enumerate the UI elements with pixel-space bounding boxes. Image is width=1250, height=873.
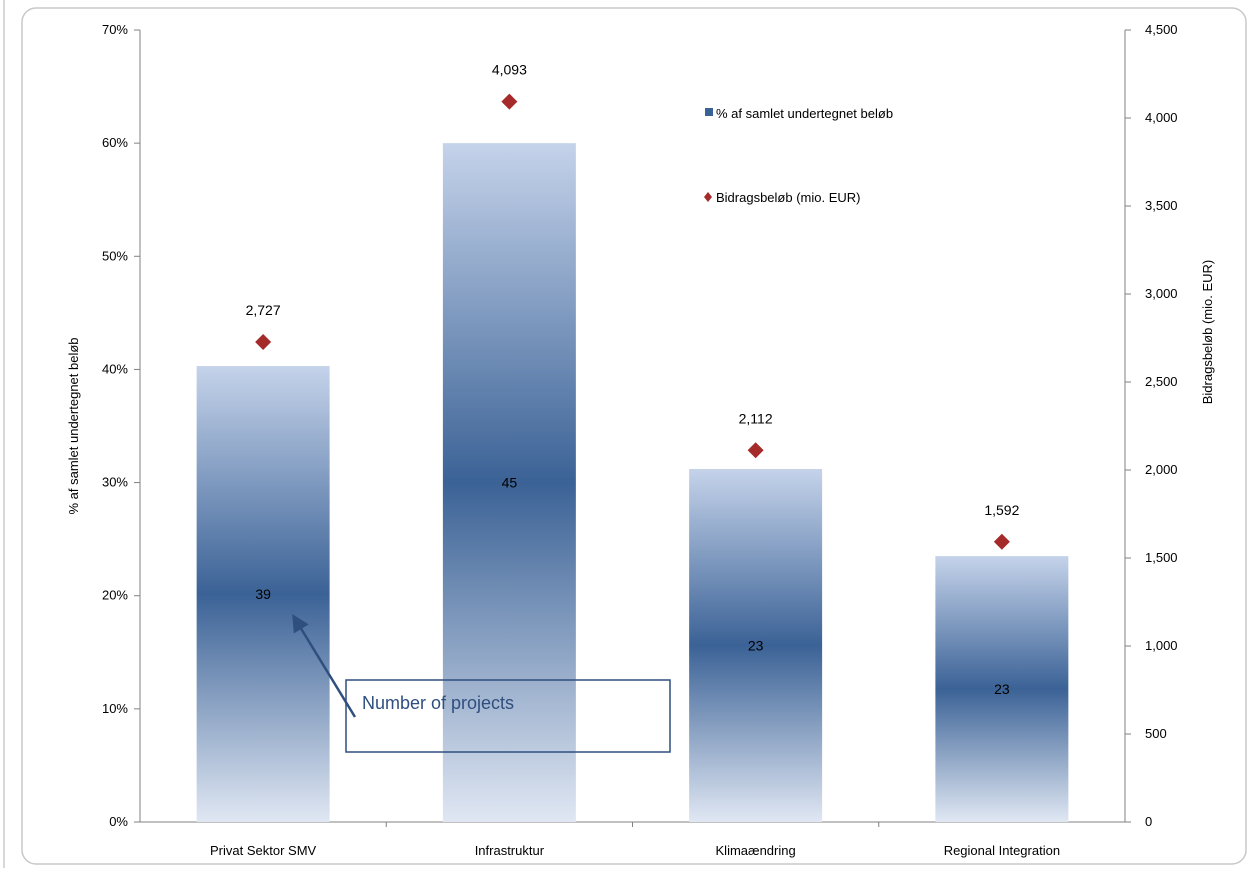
left-tick-label: 70%: [102, 22, 128, 37]
point-data-label: 1,592: [984, 502, 1019, 518]
annotation-text: Number of projects: [362, 693, 514, 713]
left-tick-label: 50%: [102, 248, 128, 263]
annotation-arrow: [292, 614, 357, 718]
left-tick-label: 20%: [102, 588, 128, 603]
bar-data-labels: 39 45 23 23: [255, 475, 1010, 697]
category-label: Regional Integration: [944, 843, 1060, 858]
bar: [935, 556, 1069, 822]
point-data-labels: 2,727 4,093 2,112 1,592: [246, 62, 1020, 518]
bar: [196, 366, 330, 822]
left-axis-ticks: 0% 10% 20% 30% 40% 50% 60% 70%: [102, 22, 140, 829]
category-label: Klimaændring: [716, 843, 796, 858]
right-tick-label: 2,000: [1145, 462, 1178, 477]
right-tick-label: 0: [1145, 814, 1152, 829]
left-tick-label: 0%: [109, 814, 128, 829]
diamond-point: [255, 334, 272, 351]
y2-axis-title: Bidragsbeløb (mio. EUR): [1200, 260, 1215, 405]
left-tick-label: 60%: [102, 135, 128, 150]
annotation-callout: Number of projects: [292, 614, 671, 753]
bar-data-label: 23: [994, 681, 1010, 697]
right-tick-label: 500: [1145, 726, 1167, 741]
right-axis-ticks: 0 500 1,000 1,500 2,000 2,500 3,000 3,500 4,000 4…: [1125, 22, 1178, 829]
right-tick-label: 2,500: [1145, 374, 1178, 389]
right-tick-label: 1,500: [1145, 550, 1178, 565]
bar-data-label: 23: [748, 637, 764, 653]
legend-diamond-icon: [704, 192, 712, 202]
y-axis-title: % af samlet undertegnet beløb: [66, 337, 81, 514]
left-tick-label: 40%: [102, 361, 128, 376]
point-data-label: 2,112: [739, 410, 773, 426]
legend-bar-swatch: [705, 108, 713, 116]
right-tick-label: 3,500: [1145, 198, 1178, 213]
category-labels: Privat Sektor SMV Infrastruktur Klimaændri…: [210, 822, 1060, 858]
point-series: [255, 93, 1010, 550]
bar-data-label: 45: [502, 475, 518, 491]
annotation-box: [345, 679, 671, 753]
bar: [689, 468, 823, 822]
left-tick-label: 10%: [102, 701, 128, 716]
right-tick-label: 3,000: [1145, 286, 1178, 301]
chart-area-border: [21, 7, 1247, 865]
diamond-point: [501, 93, 518, 110]
bar-data-label: 39: [255, 586, 271, 602]
right-tick-label: 1,000: [1145, 638, 1178, 653]
legend: % af samlet undertegnet beløb Bidragsbel…: [704, 106, 893, 205]
left-tick-label: 30%: [102, 475, 128, 490]
point-data-label: 2,727: [246, 302, 281, 318]
bar-series: [196, 143, 1069, 823]
point-data-label: 4,093: [492, 62, 527, 78]
right-tick-label: 4,000: [1145, 110, 1178, 125]
bar: [442, 143, 576, 823]
category-label: Privat Sektor SMV: [210, 843, 317, 858]
legend-point-label: Bidragsbeløb (mio. EUR): [716, 190, 861, 205]
right-tick-label: 4,500: [1145, 22, 1178, 37]
diamond-point: [747, 442, 764, 459]
category-label: Infrastruktur: [475, 843, 545, 858]
diamond-point: [993, 533, 1010, 550]
legend-bar-label: % af samlet undertegnet beløb: [716, 106, 893, 121]
